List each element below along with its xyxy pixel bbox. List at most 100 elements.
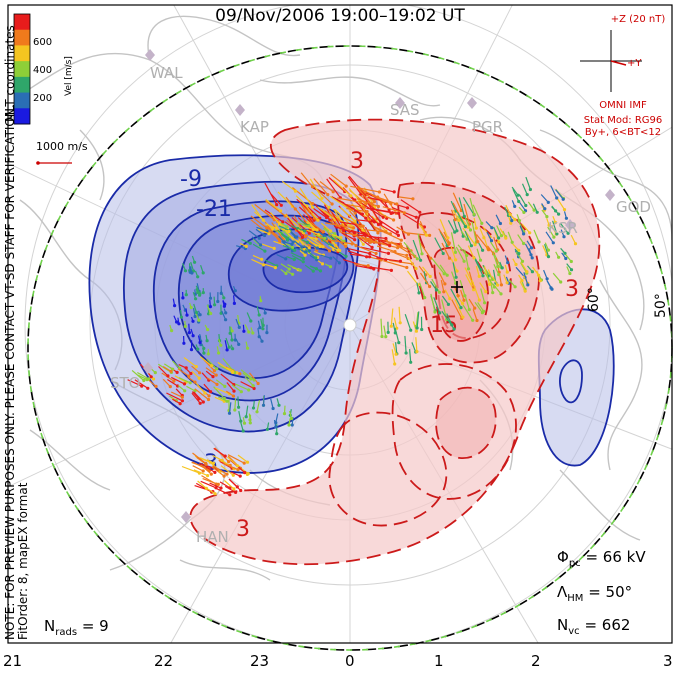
velocity-vector-origin xyxy=(171,367,175,371)
velocity-vector xyxy=(261,243,275,249)
velocity-vector xyxy=(378,219,398,233)
velocity-vector xyxy=(416,311,420,329)
velocity-vector-origin xyxy=(327,205,331,209)
velocity-vector-origin xyxy=(245,460,250,464)
velocity-vector xyxy=(422,266,431,277)
velocity-vector xyxy=(280,263,290,270)
stat-vector-count: Nvc = 662 xyxy=(557,616,631,637)
velocity-vector xyxy=(284,213,304,232)
velocity-vector xyxy=(265,199,281,212)
velocity-vector-origin xyxy=(303,247,307,252)
velocity-vector-origin xyxy=(362,205,367,209)
velocity-vector-origin xyxy=(206,474,210,478)
velocity-vector-origin xyxy=(405,253,409,257)
velocity-vector-origin xyxy=(463,224,467,229)
velocity-vector-origin xyxy=(417,291,421,295)
velocity-vector-origin xyxy=(237,325,241,329)
velocity-vector xyxy=(350,185,380,193)
velocity-vector xyxy=(302,225,314,230)
colorbar-segment xyxy=(14,61,30,78)
velocity-vector xyxy=(309,178,323,199)
velocity-vector xyxy=(330,173,347,187)
velocity-vector-origin xyxy=(546,248,551,252)
velocity-vector xyxy=(206,358,218,370)
velocity-vector-origin xyxy=(353,219,357,223)
velocity-vector-origin xyxy=(223,384,227,388)
velocity-vector-origin xyxy=(456,294,460,298)
velocity-vector-origin xyxy=(219,291,223,295)
velocity-vector xyxy=(306,220,318,231)
velocity-vector xyxy=(321,238,331,246)
velocity-vector-origin xyxy=(532,208,536,212)
velocity-vector xyxy=(303,202,319,221)
velocity-vector-origin xyxy=(223,454,227,458)
velocity-vector-origin xyxy=(480,221,484,225)
velocity-vector-origin xyxy=(261,323,265,327)
velocity-vector xyxy=(230,471,241,477)
velocity-vector xyxy=(456,212,466,227)
velocity-vector xyxy=(545,231,554,244)
velocity-vector-origin xyxy=(528,187,533,192)
velocity-vector-origin xyxy=(181,296,185,300)
velocity-vector-origin xyxy=(315,246,319,250)
velocity-vector-origin xyxy=(374,251,378,256)
mlt-label: 22 xyxy=(154,652,174,670)
velocity-vector xyxy=(203,383,212,393)
velocity-vector-origin xyxy=(211,375,215,379)
velocity-vector xyxy=(400,199,421,213)
velocity-vector xyxy=(550,185,558,199)
velocity-vector-origin xyxy=(303,234,307,239)
velocity-vector-origin xyxy=(419,258,423,262)
velocity-vector-origin xyxy=(233,289,237,293)
velocity-vector-origin xyxy=(232,487,236,491)
velocity-vector-origin xyxy=(290,242,294,246)
velocity-vector xyxy=(552,220,558,235)
velocity-vector-origin xyxy=(563,251,567,255)
velocity-vector-origin xyxy=(468,228,473,232)
velocity-vector xyxy=(306,229,320,236)
velocity-vector xyxy=(299,188,314,208)
velocity-vector xyxy=(166,392,183,402)
radar-station-label: GOD xyxy=(616,198,651,216)
colorbar-tick: 200 xyxy=(33,93,53,104)
velocity-vector-origin xyxy=(564,256,568,261)
velocity-vector-origin xyxy=(230,329,234,333)
velocity-vector-origin xyxy=(272,246,276,250)
velocity-vector xyxy=(251,204,264,221)
velocity-vector xyxy=(329,195,351,211)
velocity-vector xyxy=(273,240,286,246)
velocity-vector-origin xyxy=(329,256,333,260)
velocity-vector-origin xyxy=(428,233,432,237)
velocity-vector xyxy=(327,239,353,245)
velocity-vector xyxy=(455,246,465,262)
velocity-vector xyxy=(371,194,392,205)
velocity-vector xyxy=(285,196,296,210)
velocity-vector-origin xyxy=(463,294,467,298)
velocity-vector-origin xyxy=(252,378,256,382)
velocity-vector xyxy=(483,235,489,249)
velocity-vector-origin xyxy=(251,384,255,388)
velocity-vector xyxy=(244,376,254,387)
velocity-vector xyxy=(167,378,178,387)
velocity-vector xyxy=(222,358,234,371)
velocity-vector-origin xyxy=(275,432,279,436)
velocity-vector-origin xyxy=(178,402,182,406)
velocity-vector xyxy=(525,176,531,190)
velocity-vector-origin xyxy=(239,419,243,423)
velocity-vector-origin xyxy=(183,324,187,328)
velocity-vector-origin xyxy=(554,209,558,213)
velocity-vector xyxy=(477,302,485,312)
velocity-vector-origin xyxy=(461,301,465,306)
velocity-vector-origin xyxy=(234,490,238,494)
velocity-vector xyxy=(234,398,237,411)
velocity-vector xyxy=(299,219,309,227)
velocity-vector xyxy=(547,226,555,238)
velocity-vector xyxy=(228,402,232,414)
velocity-vector-origin xyxy=(261,218,265,222)
velocity-vector-origin xyxy=(216,482,220,486)
velocity-vector xyxy=(380,188,395,193)
velocity-vector xyxy=(319,181,334,193)
stat-radar-count: Nrads = 9 xyxy=(44,617,109,638)
velocity-vector xyxy=(464,267,473,284)
velocity-vector xyxy=(492,252,499,267)
